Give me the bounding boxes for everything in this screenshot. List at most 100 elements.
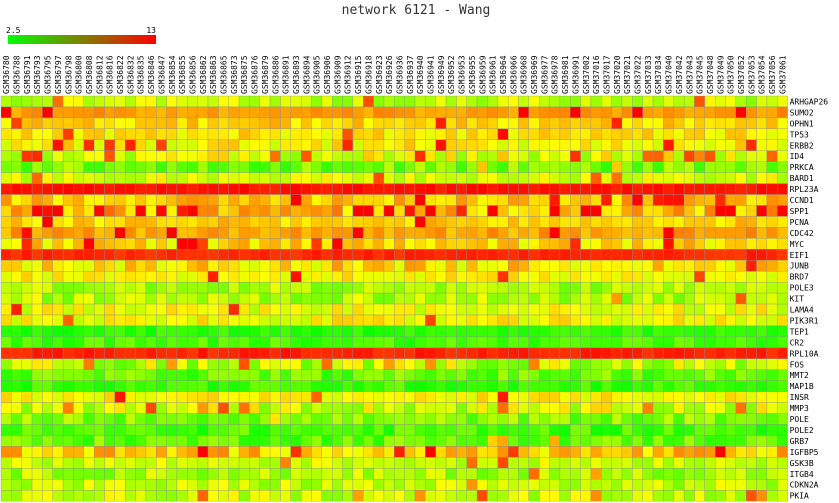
heatmap-cell [218,358,229,370]
heatmap-cell [580,249,592,261]
heatmap-cell [62,139,74,151]
column-label: GSM36788 [13,55,22,94]
heatmap-cell [777,161,788,173]
heatmap-cell [466,347,478,359]
heatmap-cell [21,446,33,458]
heatmap-cell [766,238,778,250]
column-label: GSM36991 [571,55,580,94]
heatmap-cell [31,194,43,206]
heatmap-cell [114,150,126,162]
heatmap-cell [207,347,219,359]
heatmap-cell [487,128,498,140]
heatmap-cell [673,402,685,414]
heatmap-cell [528,106,540,119]
heatmap-cell [456,117,467,130]
heatmap-cell [683,161,695,173]
heatmap-cell [114,161,126,173]
heatmap-cell [21,358,33,370]
heatmap-cell [756,479,768,491]
heatmap-cell [104,314,116,327]
heatmap-cell [21,128,33,140]
heatmap-cell [373,95,385,108]
row-label: SPP1 [790,207,809,216]
heatmap-cell [176,303,188,316]
heatmap-cell [228,227,240,239]
heatmap-cell [777,150,788,162]
heatmap-cell [435,249,447,261]
heatmap-cell [321,413,333,425]
heatmap-cell [383,205,395,217]
heatmap-cell [735,172,747,184]
heatmap-cell [259,128,271,140]
heatmap-cell [21,281,33,294]
heatmap-cell [642,95,654,108]
heatmap-cell [673,271,685,283]
heatmap-cell [52,128,64,140]
heatmap-cell [683,292,695,305]
column-label: GSM36791 [23,55,32,94]
heatmap-cell [518,216,530,228]
heatmap-cell [652,424,664,436]
heatmap-cell [497,479,509,491]
heatmap-cell [601,457,612,469]
heatmap-cell [166,271,178,283]
heatmap-cell [31,446,43,458]
heatmap-cell [156,336,167,349]
heatmap-cell [114,446,126,458]
heatmap-cell [746,95,757,108]
heatmap-cell [559,117,571,130]
heatmap-cell [414,402,426,414]
heatmap-cell [207,424,219,436]
heatmap-cell [383,161,395,173]
heatmap-cell [456,238,467,250]
heatmap-cell [466,117,478,130]
heatmap-cell [683,150,695,162]
heatmap-cell [435,380,447,392]
heatmap-cell [62,402,74,414]
heatmap-cell [104,292,116,305]
heatmap-cell [332,161,343,173]
heatmap-cell [125,292,136,305]
heatmap-cell [176,446,188,458]
heatmap-cell [394,194,405,206]
heatmap-cell [590,303,602,316]
heatmap-cell [332,325,343,338]
heatmap-cell [507,303,519,316]
heatmap-cell [487,347,498,359]
heatmap-cell [238,227,250,239]
heatmap-cell [642,183,654,195]
heatmap-cell [114,314,126,327]
column-label: GSM36955 [468,55,477,94]
heatmap-cell [259,117,271,130]
heatmap-cell [704,238,716,250]
heatmap-cell [207,391,219,403]
column-label: GSM36795 [44,55,53,94]
heatmap-cell [228,161,240,173]
heatmap-cell [300,380,312,392]
heatmap-cell [342,303,354,316]
heatmap-cell [611,161,623,173]
heatmap-cell [135,238,147,250]
heatmap-cell [176,424,188,436]
heatmap-cell [528,249,540,261]
heatmap-cell [766,139,778,151]
heatmap-cell [539,446,550,458]
heatmap-cell [166,260,178,272]
heatmap-cell [83,391,95,403]
heatmap-cell [83,95,95,108]
heatmap-cell [156,128,167,140]
heatmap-cell [352,435,364,447]
heatmap-cell [425,95,436,108]
heatmap-cell [238,468,250,480]
heatmap-cell [663,281,674,294]
heatmap-cell [73,490,84,502]
heatmap-cell [445,325,457,338]
heatmap-cell [300,479,312,491]
heatmap-cell [218,271,229,283]
heatmap-cell [135,479,147,491]
heatmap-cell [156,227,167,239]
heatmap-cell [704,369,716,381]
heatmap-cell [280,336,291,349]
heatmap-cell [487,402,498,414]
